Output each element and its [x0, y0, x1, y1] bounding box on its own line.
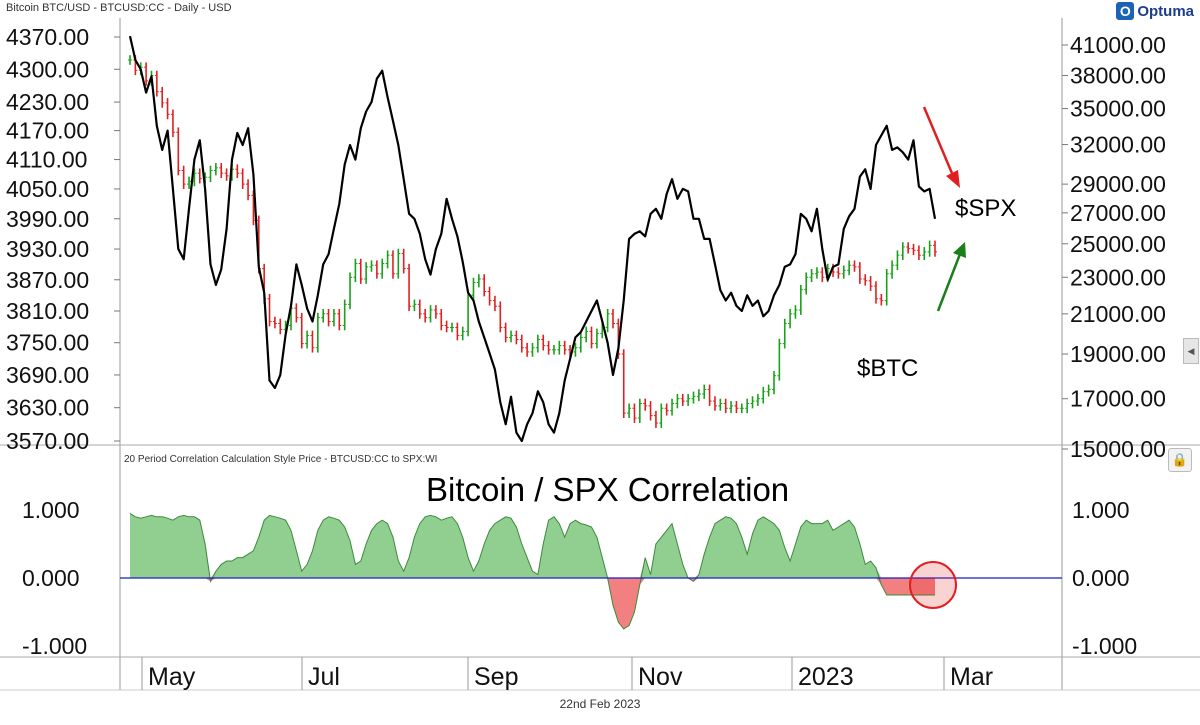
- correlation-positive-area: [130, 513, 935, 578]
- left-tick-label: 3750.00: [6, 330, 89, 356]
- highlight-circle: [909, 561, 957, 609]
- left-tick-label: 4370.00: [6, 24, 89, 50]
- corr-left-tick-label: 0.000: [22, 565, 80, 591]
- spx-line: [128, 35, 937, 443]
- corr-right-tick-label: 0.000: [1072, 565, 1130, 591]
- corr-left-tick-label: -1.000: [22, 633, 87, 659]
- x-tick-label: Mar: [950, 663, 993, 691]
- chart-header-title: Bitcoin BTC/USD - BTCUSD:CC - Daily - US…: [6, 2, 232, 14]
- right-tick-label: 15000.00: [1070, 436, 1166, 462]
- chart-date-footer: 22nd Feb 2023: [559, 697, 641, 711]
- btc-series: [128, 55, 937, 428]
- brand-logo: O Optuma: [1116, 2, 1194, 20]
- btc-label: $BTC: [857, 355, 918, 382]
- red-arrow-shaft: [922, 106, 956, 179]
- right-tick-label: 35000.00: [1070, 96, 1166, 122]
- left-tick-label: 4170.00: [6, 118, 89, 144]
- left-tick-label: 4300.00: [6, 56, 89, 82]
- correlation-negative-area: [130, 578, 935, 629]
- left-tick-label: 3630.00: [6, 395, 89, 421]
- right-tick-label: 25000.00: [1070, 231, 1166, 257]
- left-tick-label: 4230.00: [6, 89, 89, 115]
- optuma-logo-icon: O: [1116, 2, 1135, 20]
- left-tick-label: 3570.00: [6, 428, 89, 454]
- x-tick-label: 2023: [798, 663, 854, 691]
- right-tick-label: 38000.00: [1070, 63, 1166, 89]
- corr-right-tick-label: 1.000: [1072, 497, 1130, 523]
- lock-icon[interactable]: 🔒: [1168, 448, 1192, 472]
- green-arrow-head: [953, 242, 966, 258]
- correlation-line: [129, 512, 935, 630]
- x-tick-label: Jul: [308, 663, 340, 691]
- left-tick-label: 3930.00: [6, 236, 89, 262]
- correlation-subtitle: 20 Period Correlation Calculation Style …: [124, 454, 437, 465]
- collapse-arrow-icon[interactable]: ◀: [1183, 338, 1199, 364]
- right-tick-label: 19000.00: [1070, 341, 1166, 367]
- correlation-title: Bitcoin / SPX Correlation: [426, 471, 789, 508]
- right-tick-label: 32000.00: [1070, 132, 1166, 158]
- x-tick-label: Nov: [638, 663, 683, 691]
- left-tick-label: 3990.00: [6, 206, 89, 232]
- left-tick-label: 4110.00: [6, 147, 87, 173]
- left-tick-label: 3810.00: [6, 298, 89, 324]
- left-tick-label: 4050.00: [6, 176, 89, 202]
- x-tick-label: Sep: [474, 663, 518, 691]
- spx-label: $SPX: [955, 195, 1016, 222]
- right-tick-label: 21000.00: [1070, 301, 1166, 327]
- right-tick-label: 29000.00: [1070, 171, 1166, 197]
- corr-right-tick-label: -1.000: [1072, 633, 1137, 659]
- right-tick-label: 27000.00: [1070, 200, 1166, 226]
- x-tick-label: May: [148, 663, 196, 691]
- right-tick-label: 17000.00: [1070, 386, 1166, 412]
- corr-left-tick-label: 1.000: [22, 497, 80, 523]
- red-arrow-head: [946, 170, 960, 188]
- right-tick-label: 41000.00: [1070, 32, 1166, 58]
- green-arrow-shaft: [936, 253, 962, 312]
- left-tick-label: 3690.00: [6, 362, 89, 388]
- correlation-series: [129, 512, 935, 630]
- brand-name: Optuma: [1137, 2, 1194, 20]
- right-tick-label: 23000.00: [1070, 264, 1166, 290]
- left-tick-label: 3870.00: [6, 267, 89, 293]
